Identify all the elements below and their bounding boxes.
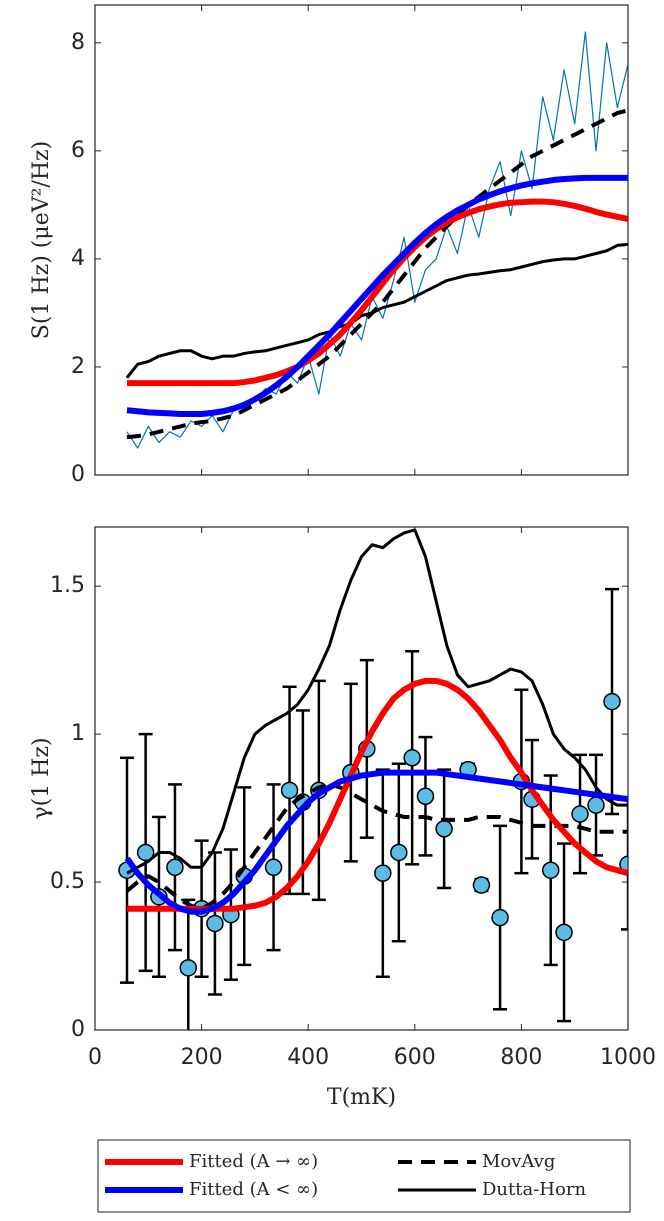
y-axis-label: S(1 Hz) (μeV²/Hz) [29,141,54,339]
data-point [416,787,435,806]
y-tick-label: 0 [71,1017,85,1042]
y-tick-label: 8 [71,30,85,55]
axes-frame [94,526,629,1031]
x-tick-label: 1000 [600,1045,656,1070]
legend-box [97,1139,631,1213]
y-tick-label: 6 [71,138,85,163]
data-point [491,908,509,927]
x-tick-label: 600 [394,1045,436,1070]
data-point [280,781,299,800]
panel: 0 0.5 1 1.5 0 200 400 600 800 1000 γ(1 Hz) T(mK) [29,526,656,1110]
series-line [126,31,628,449]
data-point [403,749,421,767]
data-point [555,923,573,942]
y-axis-label: γ(1 Hz) [29,737,54,819]
y-tick-label: 0.5 [50,869,85,894]
plot-area [125,31,628,449]
x-axis-label: T(mK) [327,1085,396,1110]
data-point [136,843,155,862]
data-point [374,864,392,882]
data-point [206,914,224,933]
series-line [125,242,628,379]
data-point [541,861,560,879]
y-tick-label: 4 [71,246,85,271]
series-line [126,198,628,387]
data-point [619,855,628,874]
x-tick-label: 200 [181,1045,223,1070]
series-line [124,769,628,915]
y-tick-label: 1.5 [50,573,85,598]
panel: 0 2 4 6 8 S(1 Hz) (μeV²/Hz) [29,4,629,487]
data-point [390,843,408,862]
data-point [435,820,453,838]
legend-label: MovAvg [482,1151,555,1172]
x-tick-label: 0 [88,1045,102,1070]
y-tick-label: 0 [71,462,85,487]
series-line [126,528,628,875]
series-line [125,782,628,911]
legend-label: Fitted (A < ∞) [189,1179,318,1200]
data-point [264,858,283,877]
y-tick-label: 1 [71,721,85,746]
x-tick-label: 800 [500,1045,542,1070]
data-point [587,796,605,814]
legend: Fitted (A → ∞) Fitted (A < ∞) MovAvg Dutta-… [97,1139,631,1213]
x-tick-label: 400 [287,1045,329,1070]
legend-label: Dutta-Horn [482,1179,586,1200]
data-point [571,805,589,823]
data-point [603,692,621,711]
series-line [126,108,628,440]
series-line [126,174,628,417]
data-point [472,876,491,894]
y-tick-label: 2 [71,354,85,379]
legend-label: Fitted (A → ∞) [189,1151,318,1172]
data-point [179,959,198,977]
data-point [166,858,184,877]
plot-area [118,528,628,1030]
axes-frame [94,4,629,476]
